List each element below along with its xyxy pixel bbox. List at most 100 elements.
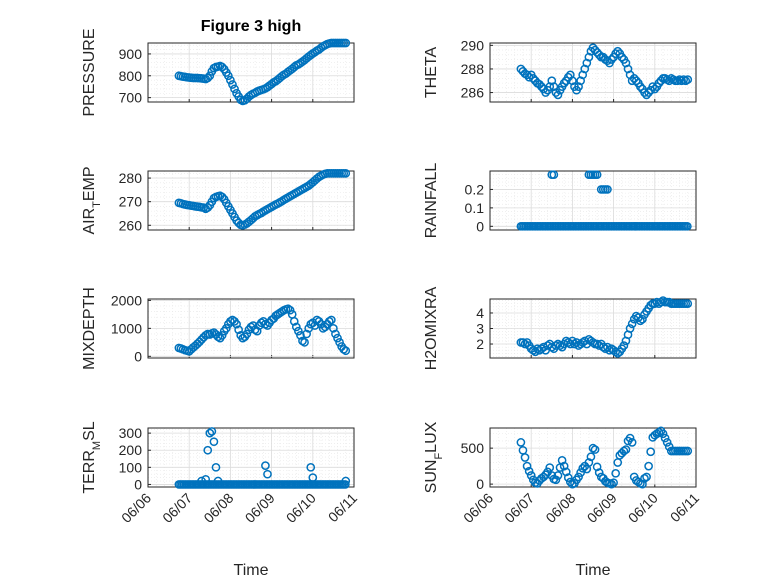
data-point <box>211 462 221 472</box>
data-point <box>621 445 631 454</box>
axes-box <box>147 42 355 103</box>
data-point <box>644 88 653 97</box>
data-point <box>203 445 213 455</box>
data-point <box>601 344 610 354</box>
data-point <box>234 325 243 335</box>
data-point <box>603 56 612 66</box>
y-tick-label: 2000 <box>111 292 142 308</box>
data-point <box>217 331 227 340</box>
data-point <box>590 445 600 454</box>
y-tick-label: 900 <box>119 46 143 62</box>
data-point <box>545 463 555 472</box>
subplot-pressure: 700 800 900 PRESSURE Figure 3 high <box>81 18 355 117</box>
data-point <box>631 76 641 86</box>
data-point <box>201 474 211 484</box>
y-tick-label: 0 <box>134 476 142 492</box>
data-point <box>607 55 616 64</box>
subplot-theta: 286 288 290 THETA <box>423 37 697 103</box>
y-tick-label: 290 <box>461 37 485 53</box>
data-point <box>594 468 604 477</box>
data-point <box>248 321 258 330</box>
axes-box <box>489 42 697 103</box>
data-point <box>324 317 334 326</box>
y-tick-label: 280 <box>119 170 143 186</box>
data-point <box>592 462 602 472</box>
data-point <box>683 446 693 456</box>
data-point <box>636 316 645 326</box>
y-tick-label: 288 <box>461 61 485 77</box>
y-tick-label: 3 <box>476 321 484 337</box>
data-point <box>516 438 526 447</box>
data-point <box>559 78 569 88</box>
data-point <box>619 341 629 350</box>
data-point <box>611 49 621 58</box>
data-point <box>289 317 299 326</box>
subplot-panels: 700 800 900 PRESSURE Figure 3 high 286 288 290 T… <box>81 18 702 579</box>
data-point <box>537 82 546 92</box>
data-point <box>522 461 532 471</box>
x-axis-label: Time <box>234 562 269 579</box>
data-point <box>619 446 629 456</box>
y-tick-label: 0 <box>134 348 142 364</box>
data-point <box>625 433 635 443</box>
data-point <box>570 339 579 349</box>
data-point <box>656 297 666 307</box>
data-point <box>341 38 351 48</box>
data-point <box>326 315 336 325</box>
data-point <box>541 88 550 97</box>
y-tick-label: 200 <box>119 442 143 458</box>
subplot-mixdepth: 0 1000 2000 MIXDEPTH <box>81 287 355 370</box>
data-point <box>221 324 231 333</box>
data-point <box>341 476 351 486</box>
y-tick-label: 4 <box>476 305 484 321</box>
data-point <box>205 71 215 81</box>
data-point <box>217 192 227 202</box>
data-point <box>563 473 573 482</box>
data-point <box>611 468 621 478</box>
figure-title: Figure 3 high <box>201 18 301 35</box>
data-point <box>627 319 637 329</box>
data-point <box>640 474 649 483</box>
data-point <box>302 329 311 339</box>
y-tick-label: 700 <box>119 90 143 106</box>
data-point <box>646 447 656 457</box>
y-axis-label: H2OMIXRA <box>423 286 440 370</box>
y-tick-label: 2 <box>476 336 484 352</box>
data-point <box>592 170 602 180</box>
axes-box <box>147 170 355 231</box>
data-point <box>588 443 598 453</box>
data-point <box>683 299 693 309</box>
data-point <box>524 72 534 82</box>
subplot-h2omixra: 234 H2OMIXRA <box>423 286 697 370</box>
data-point <box>660 433 670 443</box>
data-point <box>213 332 223 342</box>
data-point <box>638 479 647 489</box>
data-point <box>209 437 219 447</box>
data-point <box>584 458 594 467</box>
data-point <box>555 341 565 350</box>
data-point <box>636 82 645 92</box>
data-point <box>607 479 616 489</box>
data-point <box>294 326 303 336</box>
data-point <box>682 221 692 231</box>
data-point <box>603 185 612 194</box>
data-point <box>526 471 536 480</box>
data-point <box>638 314 647 324</box>
data-point <box>561 467 571 477</box>
data-point <box>644 461 653 471</box>
y-tick-label: 0.1 <box>465 200 485 216</box>
data-point <box>341 346 351 356</box>
y-axis-label: THETA <box>423 47 440 99</box>
data-point <box>524 466 534 476</box>
data-point <box>331 329 340 339</box>
data-point <box>203 73 213 83</box>
data-point <box>553 471 563 480</box>
data-point <box>633 477 643 487</box>
y-tick-label: 800 <box>119 68 143 84</box>
data-point <box>339 344 349 354</box>
y-tick-label: 300 <box>119 425 143 441</box>
data-point <box>664 76 674 86</box>
data-point <box>217 62 227 72</box>
data-point <box>522 70 532 80</box>
data-point <box>283 304 293 314</box>
